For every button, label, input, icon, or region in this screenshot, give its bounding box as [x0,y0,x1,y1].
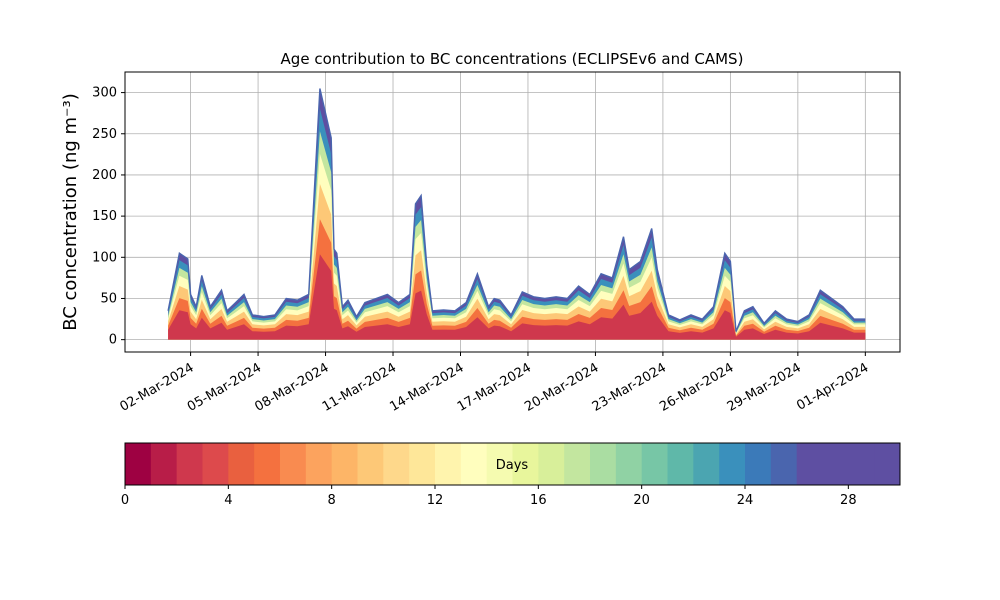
colorbar-cell [150,443,178,485]
x-tick-label: 01-Apr-2024 [794,360,871,413]
x-tick-label: 11-Mar-2024 [320,360,399,414]
colorbar-cell [435,443,462,485]
colorbar-frame [124,442,901,486]
colorbar-cell [176,443,203,485]
colorbar-label: Days [496,458,529,473]
colorbar-cell [512,443,539,485]
colorbar-tick-label: 0 [121,493,129,508]
colorbar-cell [667,443,694,485]
x-tick-label: 02-Mar-2024 [117,360,196,414]
colorbar-cell [254,443,281,485]
colorbar-cell [202,443,229,485]
x-tick-label: 05-Mar-2024 [185,360,264,414]
age-colorbar: Days 0 4 8 12 16 20 24 28 [121,442,901,508]
colorbar-cell [460,443,488,485]
y-tick-label: 50 [100,291,117,306]
colorbar-cells [125,443,901,485]
colorbar-tick-label: 12 [427,493,444,508]
colorbar-cell [383,443,410,485]
colorbar-tick-label: 24 [737,493,754,508]
colorbar-cell [693,443,720,485]
colorbar-tick-label: 8 [328,493,336,508]
chart-title: Age contribution to BC concentrations (E… [281,50,744,68]
colorbar-cell [486,443,513,485]
colorbar-cell [305,443,333,485]
x-tick-label: 29-Mar-2024 [725,360,804,414]
colorbar-cell [357,443,384,485]
colorbar-cell [848,443,875,485]
colorbar-tick-label: 16 [530,493,547,508]
x-axis-ticks: 02-Mar-202405-Mar-202408-Mar-202411-Mar-… [117,352,871,415]
colorbar-cell [745,443,772,485]
colorbar-cell [409,443,436,485]
chart-plot-area: 0 50 100 150 200 250 300 02-Mar-202405-Mar-202… [60,50,901,415]
colorbar-cell [770,443,798,485]
colorbar-tick-label: 28 [840,493,857,508]
x-tick-label: 20-Mar-2024 [522,360,601,414]
y-tick-label: 300 [92,86,117,101]
colorbar-cell [538,443,565,485]
colorbar-cell [822,443,849,485]
x-tick-label: 08-Mar-2024 [252,360,331,414]
y-tick-label: 200 [92,168,117,183]
age-band-areas [167,88,866,340]
plot-frame [124,71,901,353]
y-tick-label: 100 [92,250,117,265]
colorbar-tick-label: 20 [633,493,650,508]
colorbar-tick-label: 4 [224,493,232,508]
colorbar-cell [125,443,152,485]
colorbar-ticks: 0 4 8 12 16 20 24 28 [121,485,857,508]
y-tick-label: 250 [92,127,117,142]
plot-background [125,72,900,352]
colorbar-cell [874,443,901,485]
colorbar-cell [564,443,591,485]
age-band-area [168,254,866,340]
colorbar-cell [228,443,255,485]
colorbar-cell [280,443,307,485]
colorbar-cell [590,443,617,485]
x-tick-label: 14-Mar-2024 [387,360,466,414]
colorbar-cell [641,443,668,485]
x-tick-label: 17-Mar-2024 [455,360,534,414]
colorbar-cell [719,443,746,485]
x-tick-label: 26-Mar-2024 [657,360,736,414]
y-tick-label: 150 [92,209,117,224]
colorbar-cell [331,443,358,485]
colorbar-cell [796,443,823,485]
x-tick-label: 23-Mar-2024 [590,360,669,414]
y-tick-label: 0 [109,333,117,348]
y-axis-label: BC concentration (ng m⁻³) [60,93,81,331]
y-axis-ticks: 0 50 100 150 200 250 300 [92,86,125,348]
colorbar-cell [615,443,643,485]
total-outline [167,88,866,332]
